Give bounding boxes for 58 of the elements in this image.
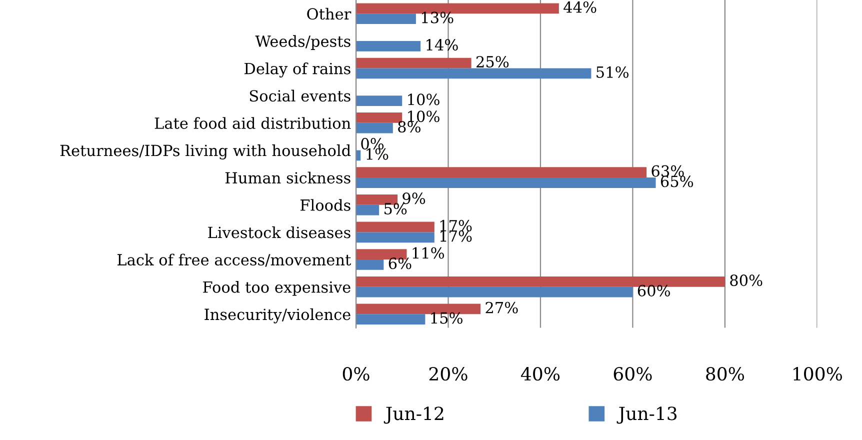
data-label: 63%: [652, 165, 684, 177]
data-label: 9%: [402, 192, 426, 204]
x-tick-label: 100%: [794, 367, 842, 381]
y-tick-label: Floods: [300, 199, 350, 211]
data-label: 51%: [596, 66, 628, 78]
bar: [356, 314, 426, 325]
bar: [356, 58, 472, 68]
bar: [356, 194, 398, 205]
y-tick-label: Weeds/pests: [255, 35, 350, 50]
data-label: 13%: [422, 12, 454, 24]
bar: [356, 232, 434, 243]
y-tick-label: Late food aid distribution: [154, 117, 351, 129]
data-label: 17%: [440, 230, 472, 242]
legend-label: Jun-12: [384, 406, 444, 424]
x-tick-label: 60%: [614, 367, 652, 381]
data-label: 10%: [408, 94, 440, 106]
x-tick-label: 20%: [429, 367, 468, 381]
data-label: 1%: [366, 148, 388, 160]
data-label: 60%: [638, 284, 670, 296]
y-tick-label: Insecurity/violence: [204, 308, 350, 324]
bar: [356, 222, 434, 232]
bar: [356, 260, 384, 270]
data-label: 0%: [361, 138, 384, 150]
data-label: 8%: [398, 120, 420, 133]
data-label: 65%: [660, 176, 694, 188]
bar: [356, 14, 416, 24]
data-label: 80%: [730, 274, 762, 286]
bar: [356, 286, 633, 298]
data-label: 5%: [384, 202, 407, 214]
data-label: 15%: [431, 312, 462, 324]
bar: [356, 40, 421, 52]
x-tick-label: 80%: [706, 367, 744, 381]
y-tick-label: Livestock diseases: [208, 226, 350, 238]
x-tick-label: 40%: [520, 367, 560, 381]
bar: [356, 96, 402, 106]
y-tick-label: Lack of free access/movement: [118, 254, 352, 267]
bar: [356, 68, 592, 79]
bar: [356, 178, 656, 188]
x-tick-label: 0%: [342, 367, 370, 381]
data-label: 17%: [440, 220, 472, 232]
data-label: 6%: [388, 258, 412, 270]
y-tick-label: Human sickness: [225, 172, 350, 184]
y-tick-label: Delay of rains: [244, 62, 350, 78]
y-tick-label: Returnees/IDPs living with household: [60, 144, 351, 160]
y-tick-label: Food too expensive: [203, 281, 350, 296]
bar: [356, 122, 393, 134]
bar: [356, 167, 647, 178]
bar: [356, 112, 402, 123]
data-label: 11%: [412, 247, 444, 259]
y-tick-label: Other: [307, 8, 352, 20]
bar: [356, 204, 380, 216]
data-label: 27%: [486, 302, 518, 314]
legend-label: Jun-13: [616, 406, 677, 424]
data-label: 25%: [476, 56, 509, 68]
y-tick-label: Social events: [250, 90, 350, 102]
data-label: 44%: [564, 1, 596, 13]
data-label: 14%: [426, 39, 458, 51]
data-label: 10%: [408, 110, 440, 122]
